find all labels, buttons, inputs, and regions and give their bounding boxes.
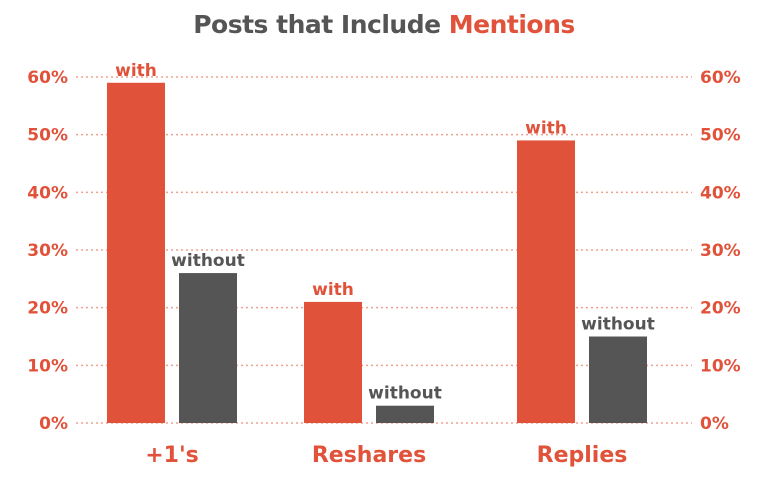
bar-without <box>376 405 434 423</box>
y-tick-label-right: 10% <box>700 356 741 376</box>
y-tick-label-left: 50% <box>27 126 68 146</box>
bar-label-with: with <box>312 280 354 300</box>
chart-title-highlight: Mentions <box>448 10 576 39</box>
y-tick-label-right: 20% <box>700 299 741 319</box>
bar-label-with: with <box>115 61 157 81</box>
bar-label-with: with <box>525 118 567 138</box>
bar-with <box>517 140 575 423</box>
y-tick-label-right: 0% <box>700 414 729 434</box>
y-tick-label-left: 0% <box>39 414 68 434</box>
y-tick-label-left: 10% <box>27 356 68 376</box>
bar-without <box>589 336 647 423</box>
bar-label-without: without <box>171 251 245 271</box>
chart-title: Posts that Include Mentions <box>0 10 768 39</box>
bar-with <box>107 82 165 424</box>
category-label: Reshares <box>312 443 426 468</box>
y-tick-label-left: 60% <box>27 68 68 88</box>
category-label: +1's <box>145 443 199 468</box>
y-tick-label-right: 60% <box>700 68 741 88</box>
y-tick-label-right: 30% <box>700 241 741 261</box>
bar-label-without: without <box>581 315 655 335</box>
chart-title-prefix: Posts that Include <box>193 10 449 39</box>
y-tick-label-right: 50% <box>700 126 741 146</box>
bar-without <box>179 273 237 423</box>
y-tick-label-left: 40% <box>27 183 68 203</box>
y-tick-label-left: 30% <box>27 241 68 261</box>
y-tick-label-right: 40% <box>700 183 741 203</box>
bar-with <box>304 301 362 423</box>
bar-label-without: without <box>368 384 442 404</box>
y-tick-label-left: 20% <box>27 299 68 319</box>
category-label: Replies <box>537 443 628 468</box>
